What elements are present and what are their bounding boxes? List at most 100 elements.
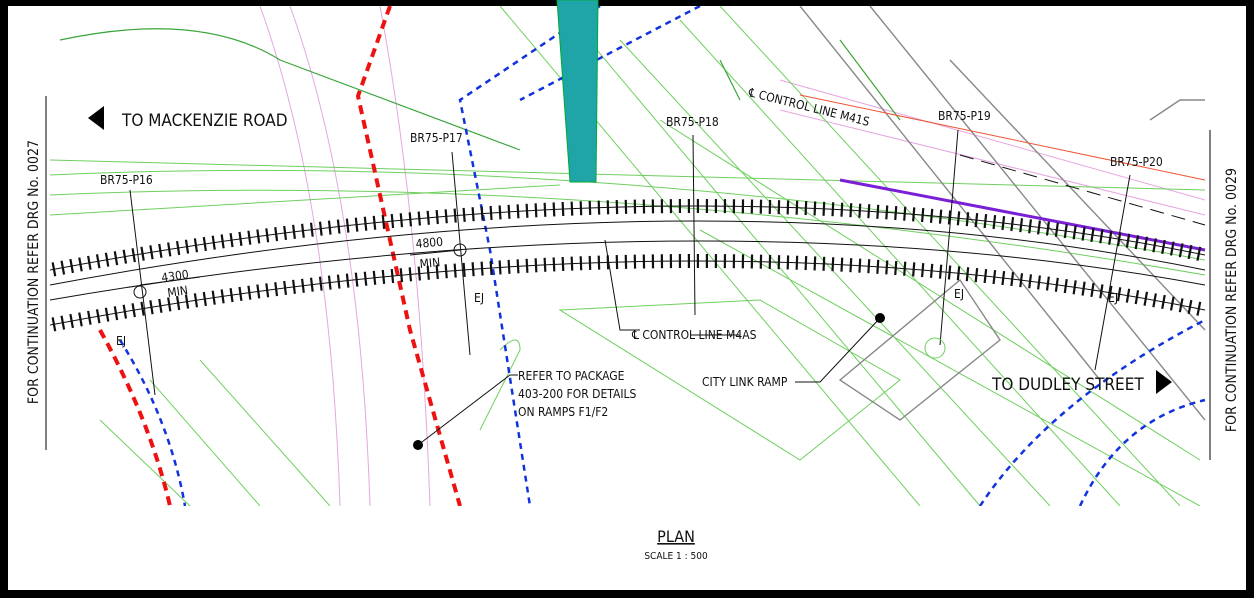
barrier-tick <box>920 263 925 278</box>
line-work <box>49 240 1206 301</box>
line-work <box>98 329 172 506</box>
barrier-tick <box>840 257 844 272</box>
barrier-tick <box>1196 301 1202 316</box>
barrier-tick <box>804 256 808 271</box>
barrier-tick <box>965 212 970 227</box>
barrier-tick <box>489 205 493 221</box>
barrier-tick <box>184 239 190 254</box>
barrier-tick <box>525 258 529 273</box>
barrier-tick <box>516 259 520 274</box>
barrier-tick <box>149 245 154 260</box>
barrier-tick <box>211 290 216 305</box>
barrier-tick <box>525 203 529 218</box>
barrier-tick <box>78 312 83 327</box>
barrier-tick <box>1054 277 1059 292</box>
line-work <box>799 6 1101 381</box>
control-line-label: ℄ CONTROL LINE M4AS <box>631 328 757 342</box>
barrier-tick <box>507 204 511 219</box>
barrier-tick <box>1196 246 1202 261</box>
barrier-tick <box>822 201 826 216</box>
barrier-tick <box>417 266 421 281</box>
sheet <box>8 6 1246 590</box>
barrier-tick <box>1010 272 1015 287</box>
barrier-tick <box>354 272 359 287</box>
barrier-tick <box>122 304 128 319</box>
line-work <box>699 229 1201 506</box>
barrier-tick <box>992 214 997 230</box>
barrier-tick <box>1108 285 1113 300</box>
line-work <box>779 109 1206 216</box>
barrier-tick <box>561 256 565 272</box>
barrier-tick <box>1054 222 1059 237</box>
barrier-tick <box>113 306 119 321</box>
barrier-tick <box>947 210 952 225</box>
barrier-tick <box>256 229 261 244</box>
barrier-tick <box>363 271 368 286</box>
ramp-label: CITY LINK RAMP <box>702 375 788 389</box>
line-work <box>453 243 467 257</box>
joint-label: EJ <box>1108 291 1118 305</box>
barrier-tick <box>426 210 430 225</box>
line-work <box>355 6 462 506</box>
line-work <box>99 359 331 506</box>
direction-label: TO DUDLEY STREET <box>991 375 1144 395</box>
barrier-tick <box>69 313 74 329</box>
joint-label: EJ <box>116 334 126 348</box>
view-title: PLAN <box>657 527 695 546</box>
barrier-tick <box>363 216 368 231</box>
barrier-tick <box>167 297 172 312</box>
barrier-tick <box>1090 227 1095 243</box>
line-work <box>978 318 1206 506</box>
line-work <box>289 6 371 506</box>
barrier-tick <box>1178 298 1184 313</box>
barrier-tick <box>543 257 547 272</box>
barrier-tick <box>292 279 296 294</box>
barrier-tick <box>1072 225 1077 240</box>
barrier-tick <box>60 315 66 330</box>
barrier-tick <box>78 257 83 272</box>
line-work <box>458 6 601 506</box>
barrier-tick <box>561 201 565 217</box>
barrier-tick <box>1081 281 1086 296</box>
barrier-tick <box>929 208 934 223</box>
barrier-ticks <box>51 199 1202 332</box>
barrier-tick <box>1161 239 1166 255</box>
barrier-tick <box>265 283 270 298</box>
barrier-tick <box>345 273 350 288</box>
barrier-tick <box>336 219 341 234</box>
barrier-tick <box>1143 236 1149 251</box>
barrier-tick <box>552 202 556 217</box>
line-work <box>719 6 1181 506</box>
barrier-tick <box>265 228 270 243</box>
barrier-tick <box>462 262 466 277</box>
barrier-tick <box>292 224 296 239</box>
barrier-tick <box>1028 219 1033 234</box>
barrier-tick <box>345 218 350 233</box>
barrier-tick <box>69 258 74 274</box>
barrier-tick <box>956 266 961 281</box>
barrier-tick <box>894 260 898 276</box>
barrier-tick <box>471 207 475 222</box>
barrier-tick <box>1081 226 1086 241</box>
line-work <box>49 159 1206 191</box>
barrier-tick <box>238 231 243 246</box>
barrier-tick <box>318 221 323 236</box>
line-work <box>49 184 561 216</box>
barrier-tick <box>309 222 314 237</box>
note-line: REFER TO PACKAGE <box>518 369 625 383</box>
barrier-tick <box>462 207 466 222</box>
barrier-tick <box>131 303 136 318</box>
barrier-tick <box>552 257 556 272</box>
barrier-tick <box>507 259 511 274</box>
barrier-tick <box>327 275 332 290</box>
barrier-tick <box>211 235 216 250</box>
joint-label: EJ <box>954 287 964 301</box>
barrier-tick <box>444 264 448 279</box>
barrier-tick <box>408 267 413 282</box>
barrier-tick <box>543 202 547 217</box>
barrier-tick <box>175 240 181 256</box>
barrier-tick <box>399 268 404 283</box>
note-line: 403-200 FOR DETAILS <box>518 387 637 401</box>
barrier-tick <box>274 227 279 242</box>
barrier-tick <box>471 262 475 277</box>
